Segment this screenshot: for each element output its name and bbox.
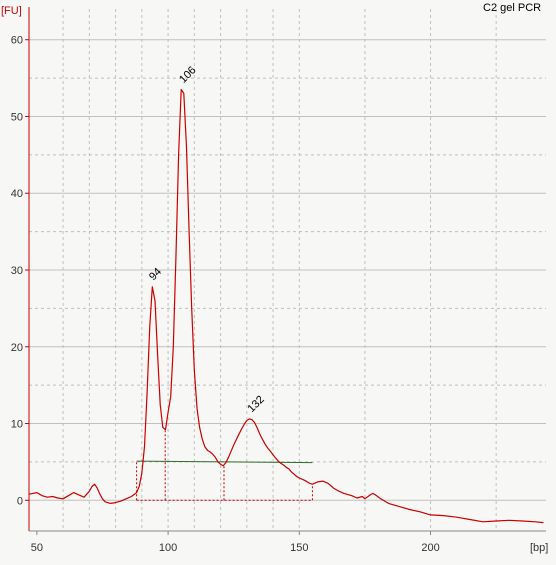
y-tick-label-50: 50 <box>11 111 23 123</box>
y-tick-label-10: 10 <box>11 419 23 431</box>
tick-labels: 0 10 20 30 40 50 60 50 100 150 200 <box>11 35 440 554</box>
chart-title: C2 gel PCR <box>483 2 541 14</box>
x-tick-label-150: 150 <box>290 542 308 554</box>
x-tick-label-50: 50 <box>31 542 43 554</box>
trace-line-0 <box>28 89 544 524</box>
integration-markers <box>136 429 313 501</box>
y-tick-label-40: 40 <box>11 188 23 200</box>
y-axis-unit-label: [FU] <box>1 5 22 17</box>
y-tick-label-20: 20 <box>11 342 23 354</box>
axes <box>28 7 546 532</box>
y-tick-label-30: 30 <box>11 265 23 277</box>
x-tick-label-200: 200 <box>421 542 439 554</box>
grid-lines <box>29 9 546 531</box>
trace-layer <box>28 89 544 524</box>
x-axis-unit-label: [bp] <box>530 542 548 554</box>
baseline-segment <box>136 460 313 464</box>
y-tick-label-0: 0 <box>17 495 23 507</box>
x-tick-label-100: 100 <box>159 542 177 554</box>
y-tick-label-60: 60 <box>11 35 23 47</box>
